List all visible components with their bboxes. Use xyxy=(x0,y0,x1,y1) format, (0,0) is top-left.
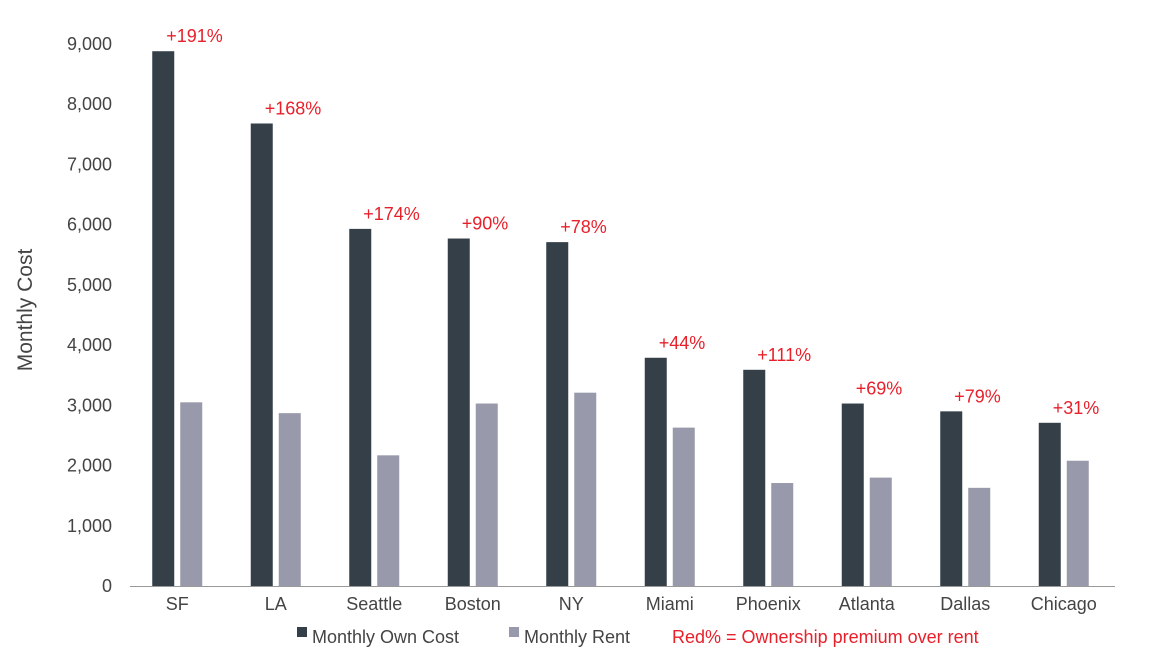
bar-own-cost xyxy=(250,123,273,586)
y-tick-label: 2,000 xyxy=(67,456,112,476)
legend-label-own-cost: Monthly Own Cost xyxy=(312,627,459,647)
legend-label-rent: Monthly Rent xyxy=(524,627,630,647)
premium-labels: +191% +168% +174% +90% +78% +44% +111% +69% +79%… xyxy=(166,26,1099,418)
bar-rent xyxy=(869,477,892,586)
legend-swatch-rent xyxy=(509,627,519,637)
bar-rent xyxy=(968,487,991,586)
premium-label: +174% xyxy=(363,204,420,224)
bars xyxy=(152,51,1089,587)
x-tick-label: Dallas xyxy=(940,594,990,614)
y-tick-label: 5,000 xyxy=(67,275,112,295)
bar-rent xyxy=(377,455,400,586)
bar-rent xyxy=(672,427,695,586)
bar-own-cost xyxy=(447,238,470,587)
bar-own-cost xyxy=(1038,422,1061,586)
x-tick-label: Miami xyxy=(646,594,694,614)
premium-label: +191% xyxy=(166,26,223,46)
premium-label: +44% xyxy=(659,333,706,353)
bar-rent xyxy=(574,392,597,586)
x-tick-label: Atlanta xyxy=(839,594,896,614)
premium-label: +111% xyxy=(757,345,811,365)
bar-own-cost xyxy=(841,403,864,586)
premium-label: +31% xyxy=(1053,398,1100,418)
premium-label: +90% xyxy=(462,214,509,234)
premium-label: +78% xyxy=(560,217,607,237)
x-tick-label: NY xyxy=(559,594,584,614)
premium-label: +79% xyxy=(954,386,1001,406)
bar-own-cost xyxy=(743,369,766,586)
x-tick-label: SF xyxy=(166,594,189,614)
x-tick-label: Chicago xyxy=(1031,594,1097,614)
y-tick-label: 6,000 xyxy=(67,215,112,235)
x-tick-label: LA xyxy=(265,594,287,614)
bar-own-cost xyxy=(349,228,372,587)
bar-rent xyxy=(771,483,794,586)
bar-own-cost xyxy=(152,51,175,586)
x-tick-label: Phoenix xyxy=(736,594,801,614)
bar-own-cost xyxy=(546,242,569,586)
bar-own-cost xyxy=(644,357,667,586)
y-tick-label: 7,000 xyxy=(67,154,112,174)
bar-rent xyxy=(475,403,498,586)
x-tick-label: Boston xyxy=(445,594,501,614)
y-axis-title: Monthly Cost xyxy=(14,249,37,372)
legend-swatch-own-cost xyxy=(297,627,307,637)
legend: Monthly Own Cost Monthly Rent Red% = Own… xyxy=(297,627,979,647)
y-tick-label: 8,000 xyxy=(67,94,112,114)
x-axis: SF LA Seattle Boston NY Miami Phoenix Atlanta Da… xyxy=(130,586,1115,614)
bar-rent xyxy=(278,413,301,586)
legend-note: Red% = Ownership premium over rent xyxy=(672,627,979,647)
y-axis: 0 1,000 2,000 3,000 4,000 5,000 6,000 7,000 8,00… xyxy=(67,34,112,596)
premium-label: +69% xyxy=(856,379,903,399)
y-tick-label: 4,000 xyxy=(67,335,112,355)
y-tick-label: 3,000 xyxy=(67,395,112,415)
bar-own-cost xyxy=(940,411,963,586)
y-tick-label: 1,000 xyxy=(67,516,112,536)
x-tick-label: Seattle xyxy=(346,594,402,614)
premium-label: +168% xyxy=(265,98,322,118)
y-tick-label: 9,000 xyxy=(67,34,112,54)
bar-rent xyxy=(180,402,203,586)
y-tick-label: 0 xyxy=(102,576,112,596)
bar-rent xyxy=(1066,460,1089,586)
